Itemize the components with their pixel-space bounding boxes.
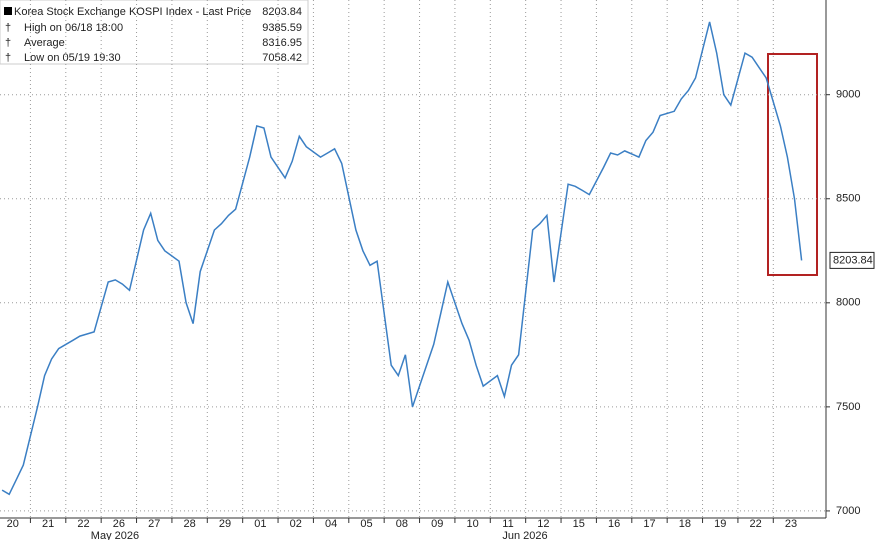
month-label: Jun 2026 xyxy=(502,530,547,540)
x-tick-label: 19 xyxy=(714,518,726,530)
price-line xyxy=(1,21,803,496)
x-tick-label: 18 xyxy=(679,518,691,530)
x-tick-label: 01 xyxy=(254,518,266,530)
x-tick-label: 20 xyxy=(7,518,19,530)
x-tick-label: 02 xyxy=(290,518,302,530)
legend-marker: † xyxy=(5,22,11,34)
y-axis-area xyxy=(826,0,875,540)
x-tick-label: 27 xyxy=(148,518,160,530)
legend-label: Low on 05/19 19:30 xyxy=(24,52,121,64)
x-tick-label: 29 xyxy=(219,518,231,530)
legend-label: High on 06/18 18:00 xyxy=(24,22,123,34)
y-tick-label: 7000 xyxy=(836,505,860,517)
legend-value: 7058.42 xyxy=(262,52,302,64)
highlight-box xyxy=(767,53,818,276)
x-tick-label: 10 xyxy=(466,518,478,530)
x-tick-label: 26 xyxy=(113,518,125,530)
x-tick-label: 28 xyxy=(183,518,195,530)
legend: Korea Stock Exchange KOSPI Index - Last … xyxy=(0,0,309,65)
x-tick-label: 23 xyxy=(785,518,797,530)
legend-marker: † xyxy=(5,37,11,49)
x-tick-label: 12 xyxy=(537,518,549,530)
legend-value: 9385.59 xyxy=(262,22,302,34)
x-tick-label: 21 xyxy=(42,518,54,530)
legend-last: 8203.84 xyxy=(262,6,302,18)
x-tick-label: 09 xyxy=(431,518,443,530)
y-tick-label: 8500 xyxy=(836,193,860,205)
legend-marker: † xyxy=(5,52,11,64)
x-tick-label: 05 xyxy=(360,518,372,530)
month-label: May 2026 xyxy=(91,530,139,540)
legend-title: Korea Stock Exchange KOSPI Index - Last … xyxy=(14,6,251,18)
x-tick-label: 16 xyxy=(608,518,620,530)
last-price-box xyxy=(829,251,875,269)
x-tick-label: 08 xyxy=(396,518,408,530)
legend-value: 8316.95 xyxy=(262,37,302,49)
y-tick-label: 7500 xyxy=(836,401,860,413)
y-tick-label: 8000 xyxy=(836,297,860,309)
legend-label: Average xyxy=(24,37,65,49)
x-tick-label: 15 xyxy=(573,518,585,530)
last-price-label: 8203.84 xyxy=(833,254,873,266)
x-tick-label: 22 xyxy=(749,518,761,530)
legend-box xyxy=(0,0,309,65)
x-tick-label: 04 xyxy=(325,518,337,530)
x-tick-label: 11 xyxy=(502,518,513,530)
legend-swatch xyxy=(4,7,12,15)
x-tick-label: 22 xyxy=(77,518,89,530)
y-tick-label: 9000 xyxy=(836,89,860,101)
x-tick-label: 17 xyxy=(643,518,655,530)
